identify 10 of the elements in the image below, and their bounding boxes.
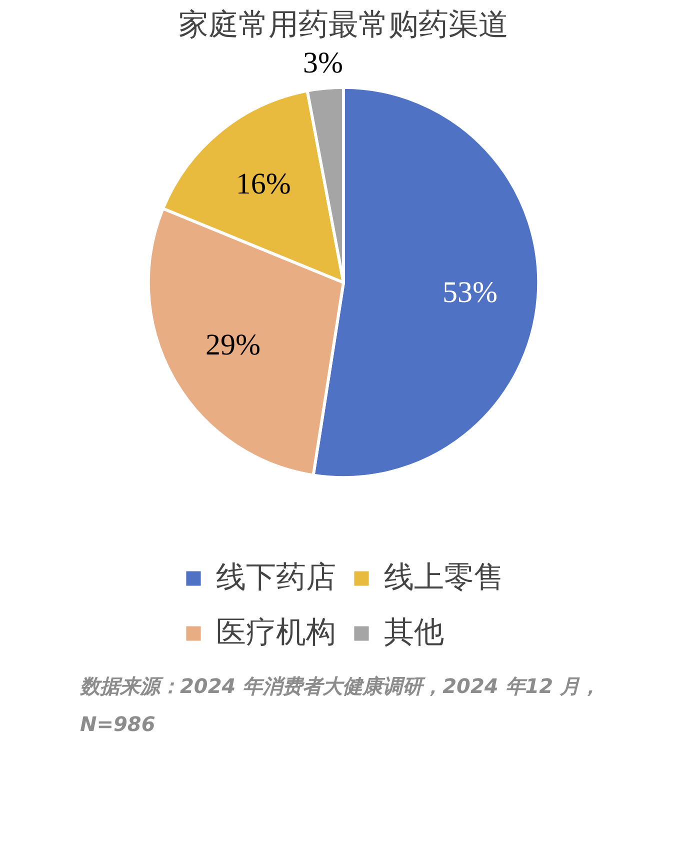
legend-label: 其他	[384, 614, 444, 652]
source-note: 数据来源：2024 年消费者大健康调研，2024 年12 月，N=986	[80, 673, 602, 738]
data-label: 29%	[206, 328, 261, 362]
data-label: 3%	[302, 46, 343, 80]
data-label: 16%	[236, 168, 291, 201]
legend-label: 线下药店	[216, 559, 336, 597]
legend-label: 医疗机构	[216, 614, 336, 652]
chart-title: 家庭常用药最常购药渠道	[178, 8, 508, 42]
data-label: 53%	[442, 276, 498, 309]
legend-label: 线上零售	[384, 559, 504, 597]
